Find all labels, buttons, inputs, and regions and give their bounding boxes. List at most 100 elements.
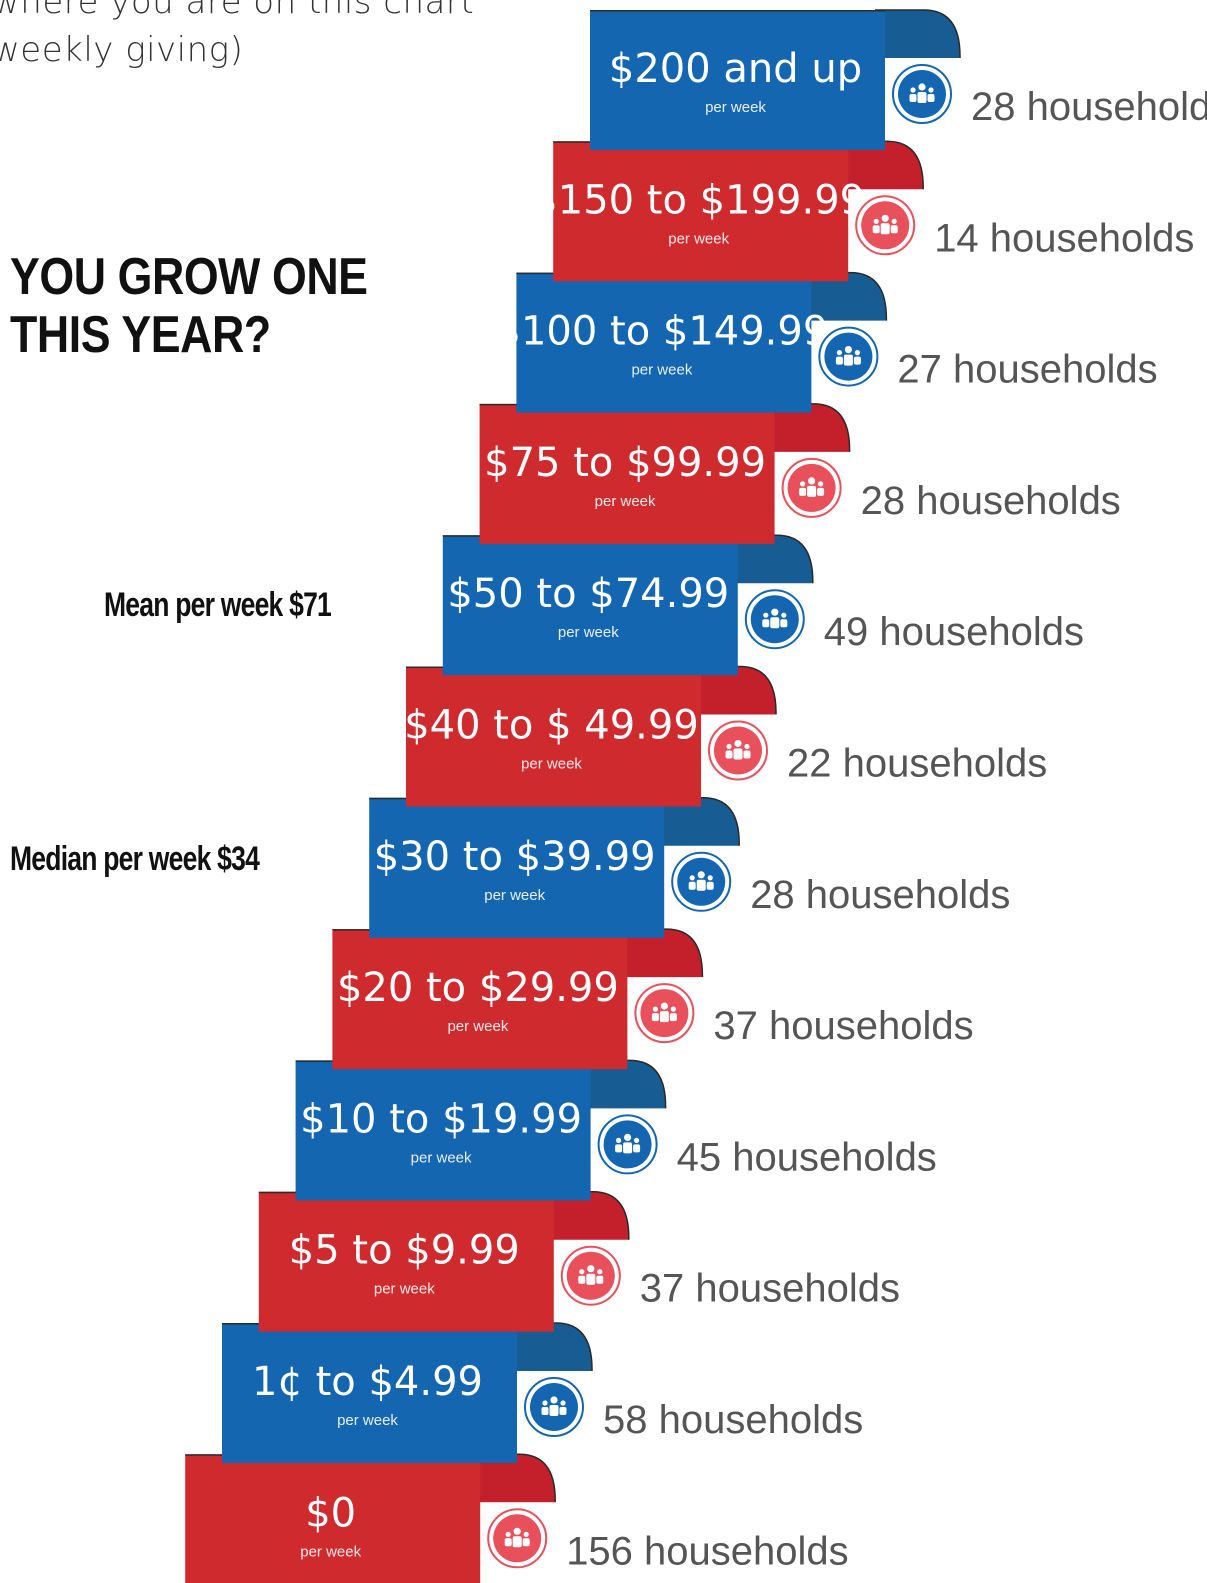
- intro-text: where you are on this chart weekly givin…: [0, 0, 552, 74]
- range-label: $100 to $149.99: [496, 309, 829, 355]
- household-count: 22 households: [787, 742, 1047, 786]
- range-label: $50 to $74.99: [447, 571, 729, 617]
- people-group-icon: [725, 739, 751, 760]
- step-bar: [295, 1060, 591, 1201]
- step-curl: [543, 1191, 629, 1240]
- household-count: 156 households: [566, 1529, 848, 1573]
- step-bar: [406, 666, 701, 807]
- people-group-icon: [578, 1265, 604, 1285]
- range-label: $10 to $19.99: [300, 1096, 582, 1142]
- household-count: 49 households: [824, 610, 1084, 654]
- step-11: $0 per week 156 households: [185, 1453, 849, 1583]
- step-bar: [185, 1454, 481, 1583]
- household-count: 28 households: [861, 479, 1121, 523]
- range-label: $5 to $9.99: [289, 1228, 520, 1274]
- household-count: 28 households: [971, 85, 1207, 129]
- step-curl: [470, 1454, 556, 1503]
- step-curl-edge: [543, 1190, 630, 1240]
- per-week-label: per week: [521, 756, 582, 773]
- step-curl-edge: [507, 1322, 593, 1371]
- intro-line-1: where you are on this chart: [0, 0, 475, 22]
- intro-line-2: weekly giving): [0, 30, 244, 70]
- step-10: 1¢ to $4.99 per week 58 households: [222, 1322, 863, 1463]
- step-curl: [507, 1323, 592, 1371]
- median-stat: Median per week $34: [10, 840, 260, 878]
- household-count: 28 households: [750, 873, 1010, 917]
- step-curl: [801, 272, 887, 321]
- per-week-label: per week: [484, 887, 545, 904]
- per-week-label: per week: [631, 362, 692, 379]
- step-curl-edge: [580, 1059, 667, 1109]
- step-curl-edge: [727, 534, 814, 584]
- step-curl-edge: [764, 403, 851, 452]
- step-curl: [838, 141, 924, 190]
- range-label: $30 to $39.99: [374, 834, 656, 880]
- people-group-icon: [615, 1133, 641, 1154]
- household-count: 27 households: [897, 348, 1157, 392]
- household-count: 37 households: [713, 1004, 973, 1048]
- headline-line-2: THIS YEAR?: [10, 306, 271, 364]
- step-bar: [222, 1323, 517, 1463]
- step-bar: [442, 535, 738, 676]
- range-label: 1¢ to $4.99: [252, 1359, 483, 1405]
- headline: YOU GROW ONE THIS YEAR?: [10, 248, 368, 364]
- step-curl: [764, 403, 850, 452]
- step-8: $10 to $19.99 per week 45 households: [295, 1059, 937, 1201]
- step-2: $100 to $149.99 per week 27 households: [496, 271, 1158, 413]
- step-curl-edge: [838, 140, 924, 190]
- per-week-label: per week: [337, 1412, 398, 1429]
- step-bar: [516, 272, 812, 413]
- step-3: $75 to $99.99 per week 28 households: [479, 403, 1121, 544]
- range-label: $200 and up: [609, 46, 862, 92]
- step-5: $40 to $ 49.99 per week 22 households: [404, 665, 1047, 807]
- step-4: $50 to $74.99 per week 49 households: [442, 534, 1084, 676]
- per-week-label: per week: [374, 1281, 435, 1298]
- step-bar: [553, 141, 849, 282]
- per-week-label: per week: [705, 99, 766, 116]
- range-label: $150 to $199.99: [532, 177, 865, 223]
- people-group-icon: [651, 1002, 677, 1023]
- step-curl: [691, 666, 776, 715]
- people-group-icon: [835, 346, 861, 366]
- range-label: $20 to $29.99: [337, 965, 619, 1011]
- household-count: 45 households: [677, 1135, 937, 1179]
- step-curl-edge: [691, 665, 777, 715]
- per-week-label: per week: [300, 1543, 361, 1560]
- headline-line-1: YOU GROW ONE: [10, 248, 368, 306]
- per-week-label: per week: [668, 230, 729, 247]
- step-9: $5 to $9.99 per week 37 households: [258, 1190, 900, 1332]
- step-curl: [580, 1060, 666, 1109]
- step-0: $200 and up per week 28 households: [590, 9, 1207, 150]
- step-bar: [479, 403, 775, 544]
- people-group-icon: [909, 83, 935, 103]
- people-group-icon: [762, 608, 788, 629]
- range-label: $40 to $ 49.99: [404, 703, 699, 749]
- mean-stat: Mean per week $71: [104, 586, 332, 624]
- step-curl-edge: [470, 1453, 556, 1503]
- step-bar: [332, 929, 628, 1070]
- step-curl: [654, 797, 740, 846]
- per-week-label: per week: [411, 1149, 472, 1166]
- step-bar: [369, 797, 665, 938]
- step-7: $20 to $29.99 per week 37 households: [332, 928, 974, 1070]
- people-group-icon: [872, 214, 898, 235]
- people-group-icon: [541, 1396, 567, 1416]
- step-1: $150 to $199.99 per week 14 households: [532, 140, 1194, 282]
- people-group-icon: [799, 477, 825, 497]
- household-count: 37 households: [640, 1267, 900, 1311]
- household-count: 58 households: [603, 1398, 863, 1442]
- step-curl-edge: [617, 928, 704, 978]
- per-week-label: per week: [595, 493, 656, 510]
- step-6: $30 to $39.99 per week 28 households: [369, 797, 1010, 938]
- people-group-icon: [504, 1527, 530, 1548]
- step-bar: [590, 10, 885, 150]
- per-week-label: per week: [558, 624, 619, 641]
- people-group-icon: [688, 871, 714, 891]
- step-curl: [727, 535, 813, 584]
- step-curl-edge: [801, 271, 888, 321]
- step-bar: [258, 1191, 554, 1332]
- range-label: $75 to $99.99: [484, 440, 766, 486]
- step-curl-edge: [654, 797, 740, 846]
- step-curl-edge: [875, 9, 961, 58]
